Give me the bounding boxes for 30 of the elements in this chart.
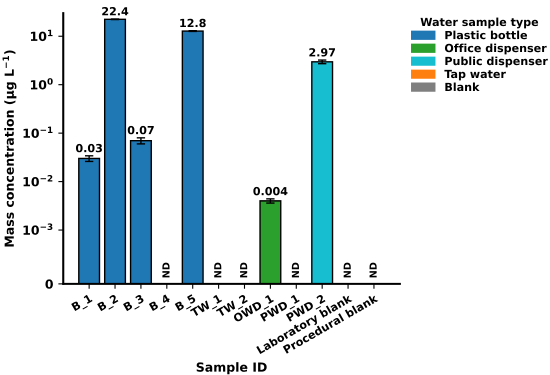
legend-label: Blank (445, 82, 480, 92)
data-label: 12.8 (180, 18, 206, 28)
data-label: 0.07 (128, 126, 154, 134)
legend-label: Tap water (444, 70, 506, 80)
x-axis-title: Sample ID (196, 362, 267, 374)
data-label: 0.03 (76, 144, 102, 152)
legend-title: Water sample type (420, 18, 538, 28)
x-tick-label: B_4 (148, 294, 172, 314)
legend-label: Plastic bottle (445, 30, 528, 40)
y-tick-label: 10$^{−1}$ (24, 126, 52, 138)
y-tick-label: 10$^{−2}$ (24, 174, 52, 186)
data-label: 22.4 (102, 7, 128, 16)
text: ND (240, 262, 248, 278)
x-tick-label: B_1 (71, 294, 94, 314)
x-tick-label: B_3 (122, 294, 146, 314)
text: ND (162, 262, 170, 278)
text: ND (292, 262, 299, 278)
text: ND (214, 262, 222, 278)
legend-label: Public dispenser (445, 56, 548, 68)
data-label: 2.97 (309, 48, 335, 57)
data-label: 0.004 (253, 186, 288, 196)
text: ND (370, 262, 377, 278)
y-tick-label: 10$^{−3}$ (24, 223, 52, 235)
y-tick-label: 0 (45, 279, 53, 289)
y-axis-title: Mass concentration (μg L$^{−1}$) (2, 50, 16, 246)
text: ND (344, 262, 351, 278)
y-tick-label: 10$^{1}$ (30, 30, 53, 42)
legend-label: Office dispenser (444, 44, 547, 54)
x-tick-label: B_2 (97, 294, 120, 314)
y-tick-label: 10$^{0}$ (30, 78, 53, 90)
